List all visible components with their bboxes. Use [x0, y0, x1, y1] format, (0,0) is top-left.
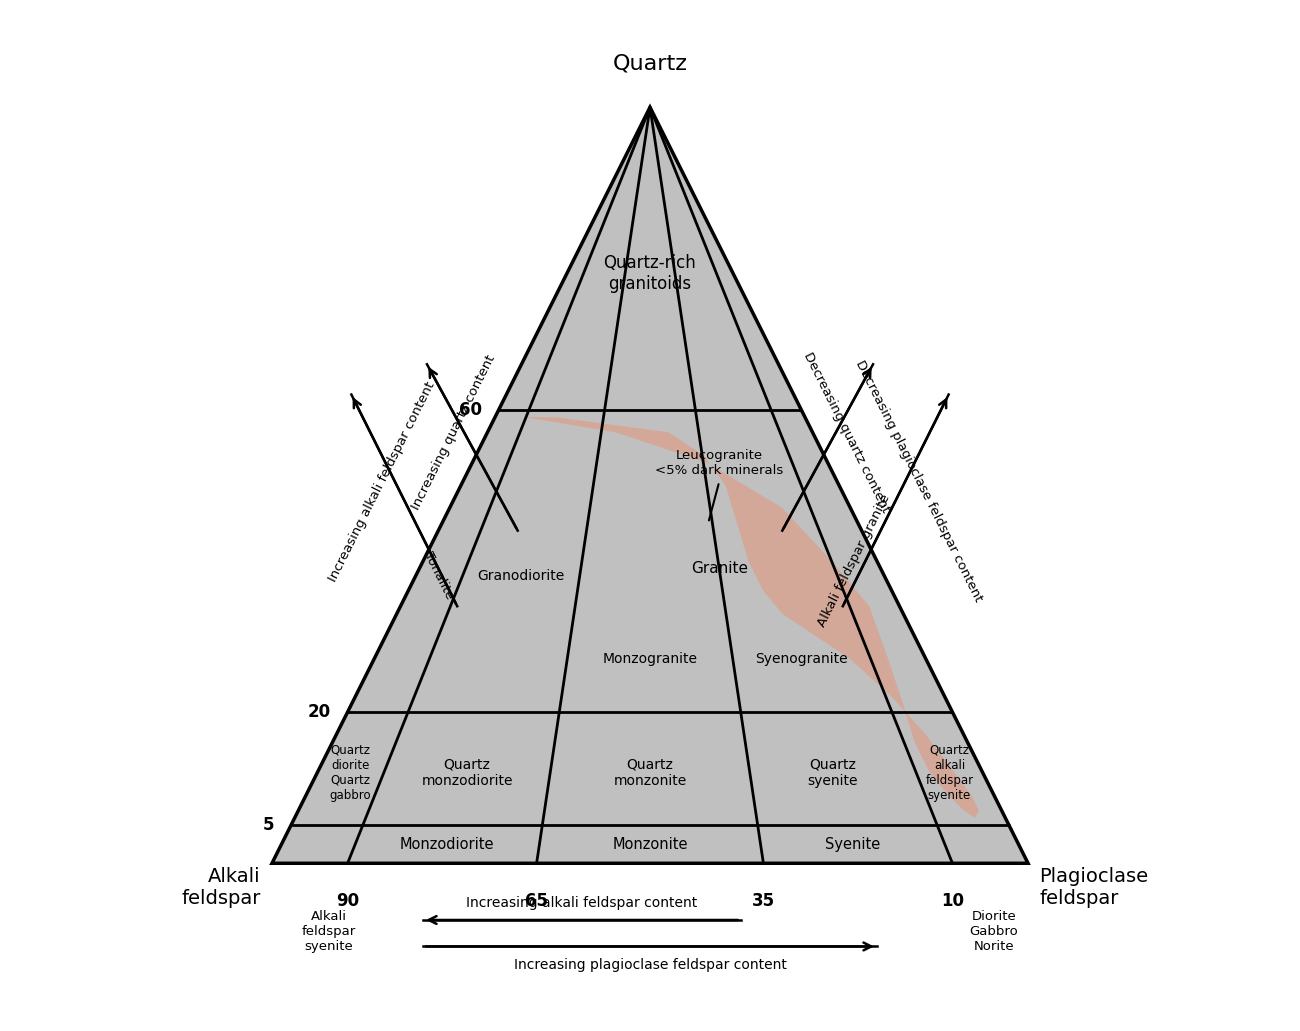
Text: Diorite
Gabbro
Norite: Diorite Gabbro Norite [970, 910, 1018, 953]
Text: Quartz: Quartz [612, 54, 688, 73]
Text: 20: 20 [308, 703, 332, 721]
Polygon shape [272, 107, 1028, 863]
Text: Decreasing quartz content: Decreasing quartz content [801, 350, 892, 514]
Text: 60: 60 [459, 401, 482, 419]
Text: 35: 35 [751, 892, 775, 910]
Text: Quartz-rich
granitoids: Quartz-rich granitoids [603, 255, 697, 293]
Text: Quartz
syenite: Quartz syenite [807, 758, 858, 788]
Polygon shape [525, 418, 979, 818]
Text: Quartz
diorite
Quartz
gabbro: Quartz diorite Quartz gabbro [330, 743, 372, 801]
Text: Increasing plagioclase feldspar content: Increasing plagioclase feldspar content [514, 958, 786, 972]
Text: Alkali
feldspar
syenite: Alkali feldspar syenite [302, 910, 356, 953]
Text: Plagioclase
feldspar: Plagioclase feldspar [1040, 867, 1148, 908]
Text: 90: 90 [335, 892, 359, 910]
Text: Granite: Granite [690, 561, 748, 576]
Text: 65: 65 [525, 892, 549, 910]
Text: Monzogranite: Monzogranite [602, 653, 698, 666]
Text: 5: 5 [263, 817, 274, 834]
Text: 10: 10 [941, 892, 963, 910]
Text: Quartz
monzonite: Quartz monzonite [614, 758, 686, 788]
Text: Granodiorite: Granodiorite [477, 569, 564, 583]
Text: Syenite: Syenite [826, 837, 880, 852]
Text: Quartz
alkali
feldspar
syenite: Quartz alkali feldspar syenite [926, 743, 974, 801]
Text: Tonalite: Tonalite [421, 550, 456, 602]
Text: Increasing alkali feldspar content: Increasing alkali feldspar content [467, 896, 698, 910]
Text: Decreasing plagioclase feldspar content: Decreasing plagioclase feldspar content [853, 359, 984, 604]
Text: Increasing quartz content: Increasing quartz content [410, 353, 498, 512]
Text: Syenogranite: Syenogranite [755, 653, 848, 666]
Text: Monzonite: Monzonite [612, 837, 688, 852]
Text: Alkali feldspar granite: Alkali feldspar granite [815, 493, 893, 629]
Text: Leucogranite
<5% dark minerals: Leucogranite <5% dark minerals [655, 448, 784, 476]
Text: Quartz
monzodiorite: Quartz monzodiorite [421, 758, 512, 788]
Text: Increasing alkali feldspar content: Increasing alkali feldspar content [326, 379, 437, 584]
Text: Monzodiorite: Monzodiorite [400, 837, 494, 852]
Text: Alkali
feldspar: Alkali feldspar [181, 867, 260, 908]
